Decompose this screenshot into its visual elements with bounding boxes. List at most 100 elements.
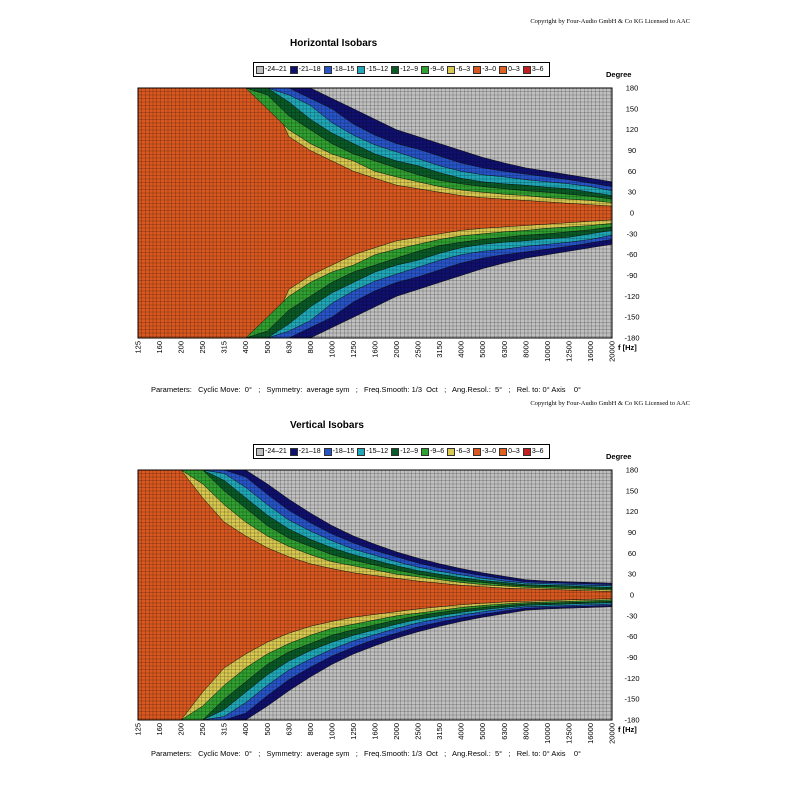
y-tick-label: 0 [630, 209, 634, 218]
legend-entry: -3–0 [473, 65, 497, 74]
x-tick-label: 4000 [457, 723, 466, 740]
parameters-line: Parameters: Cyclic Move: 0° ; Symmetry: … [151, 749, 582, 758]
legend-swatch [447, 65, 456, 74]
y-tick-label: 120 [626, 125, 639, 134]
isobar-plot: 125 160 200 250 315 400 500 630 800 1000 1250 1600 2… [134, 84, 640, 362]
legend-swatch [391, 447, 400, 456]
y-tick-label: -180 [624, 334, 639, 343]
vertical-isobars-panel: Copyright by Four-Audio GmbH & Co KG Lic… [0, 400, 800, 780]
x-tick-label: 16000 [586, 341, 595, 362]
legend-entry: 3–6 [522, 65, 544, 74]
legend-entry: -21–18 [289, 447, 321, 456]
legend-entry: -9–6 [421, 447, 445, 456]
x-tick-label: 1000 [327, 341, 336, 358]
x-tick-label: 3150 [435, 723, 444, 740]
x-tick-label: 3150 [435, 341, 444, 358]
copyright-notice: Copyright by Four-Audio GmbH & Co KG Lic… [530, 18, 690, 25]
x-tick-label: 400 [241, 341, 250, 354]
horizontal-isobars-panel: Copyright by Four-Audio GmbH & Co KG Lic… [0, 18, 800, 398]
legend-entry: -15–12 [357, 65, 389, 74]
x-tick-label: 1250 [349, 723, 358, 740]
y-tick-label: 150 [626, 486, 639, 495]
x-tick-label: 12500 [564, 723, 573, 744]
y-tick-label: -60 [627, 632, 638, 641]
x-axis-label: f [Hz] [618, 343, 637, 352]
chart-title: Horizontal Isobars [290, 38, 378, 49]
plot-frame [137, 87, 613, 339]
legend-entry: -18–15 [323, 65, 355, 74]
legend-entry: -21–18 [289, 65, 321, 74]
x-tick-label: 500 [263, 341, 272, 354]
legend-swatch [421, 65, 430, 74]
legend-entry: 3–6 [522, 447, 544, 456]
x-tick-label: 10000 [543, 341, 552, 362]
legend-swatch [357, 65, 366, 74]
y-tick-label: 120 [626, 507, 639, 516]
y-axis-label: Degree [606, 452, 632, 461]
legend-swatch [391, 65, 400, 74]
legend-label: 3–6 [531, 448, 544, 455]
y-tick-label: -150 [624, 313, 639, 322]
legend-swatch [289, 447, 298, 456]
legend-swatch [447, 447, 456, 456]
x-tick-label: 2500 [414, 723, 423, 740]
legend-label: -6–3 [456, 66, 471, 73]
legend-entry: -6–3 [447, 65, 471, 74]
y-tick-label: 180 [626, 466, 639, 475]
x-axis-label: f [Hz] [618, 725, 637, 734]
legend-swatch [256, 447, 264, 456]
x-tick-label: 200 [177, 723, 186, 736]
y-tick-label: 30 [628, 188, 636, 197]
legend-label: -18–15 [332, 66, 355, 73]
legend-entry: 0–3 [499, 447, 520, 456]
legend-label: -15–12 [366, 448, 389, 455]
legend-label: -12–9 [400, 448, 419, 455]
legend-label: -21–18 [298, 66, 321, 73]
y-tick-label: 180 [626, 84, 639, 93]
legend-label: -9–6 [430, 448, 445, 455]
y-tick-label: 60 [628, 549, 636, 558]
x-tick-label: 250 [198, 723, 207, 736]
parameters-line: Parameters: Cyclic Move: 0° ; Symmetry: … [151, 385, 582, 394]
legend-label: -24–21 [265, 66, 287, 73]
x-tick-label: 500 [263, 723, 272, 736]
y-tick-label: 90 [628, 528, 636, 537]
x-tick-label: 2000 [392, 341, 401, 358]
x-tick-label: 1250 [349, 341, 358, 358]
x-tick-label: 800 [306, 723, 315, 736]
x-tick-label: 160 [155, 723, 164, 736]
y-tick-label: 30 [628, 570, 636, 579]
x-tick-label: 125 [134, 341, 143, 354]
x-tick-label: 20000 [608, 341, 617, 362]
legend-swatch [421, 447, 430, 456]
y-tick-label: 150 [626, 104, 639, 113]
x-tick-label: 1600 [371, 341, 380, 358]
x-tick-label: 250 [198, 341, 207, 354]
x-tick-label: 6300 [500, 341, 509, 358]
legend: -24–21 -21–18 -18–15 -15–12 -12–9 -9–6 -6–3 -3–… [253, 444, 550, 459]
legend-label: -18–15 [332, 448, 355, 455]
y-tick-label: -60 [627, 250, 638, 259]
legend-label: -15–12 [366, 66, 389, 73]
legend-label: -3–0 [482, 66, 497, 73]
y-tick-label: -120 [624, 674, 639, 683]
y-axis-label: Degree [606, 70, 632, 79]
x-tick-label: 1600 [371, 723, 380, 740]
x-tick-label: 10000 [543, 723, 552, 744]
y-tick-label: -90 [627, 271, 638, 280]
legend-entry: -12–9 [391, 447, 419, 456]
x-tick-label: 315 [220, 723, 229, 736]
legend-label: 0–3 [508, 66, 520, 73]
chart-title: Vertical Isobars [290, 420, 364, 431]
y-tick-label: -150 [624, 695, 639, 704]
legend-swatch [499, 447, 508, 456]
legend-entry: -24–21 [256, 447, 287, 456]
legend-label: -21–18 [298, 448, 321, 455]
copyright-notice: Copyright by Four-Audio GmbH & Co KG Lic… [530, 400, 690, 407]
legend-entry: -18–15 [323, 447, 355, 456]
legend-swatch [323, 447, 332, 456]
x-tick-label: 4000 [457, 341, 466, 358]
legend-label: 3–6 [531, 66, 544, 73]
x-tick-label: 8000 [521, 723, 530, 740]
legend-label: -3–0 [482, 448, 497, 455]
